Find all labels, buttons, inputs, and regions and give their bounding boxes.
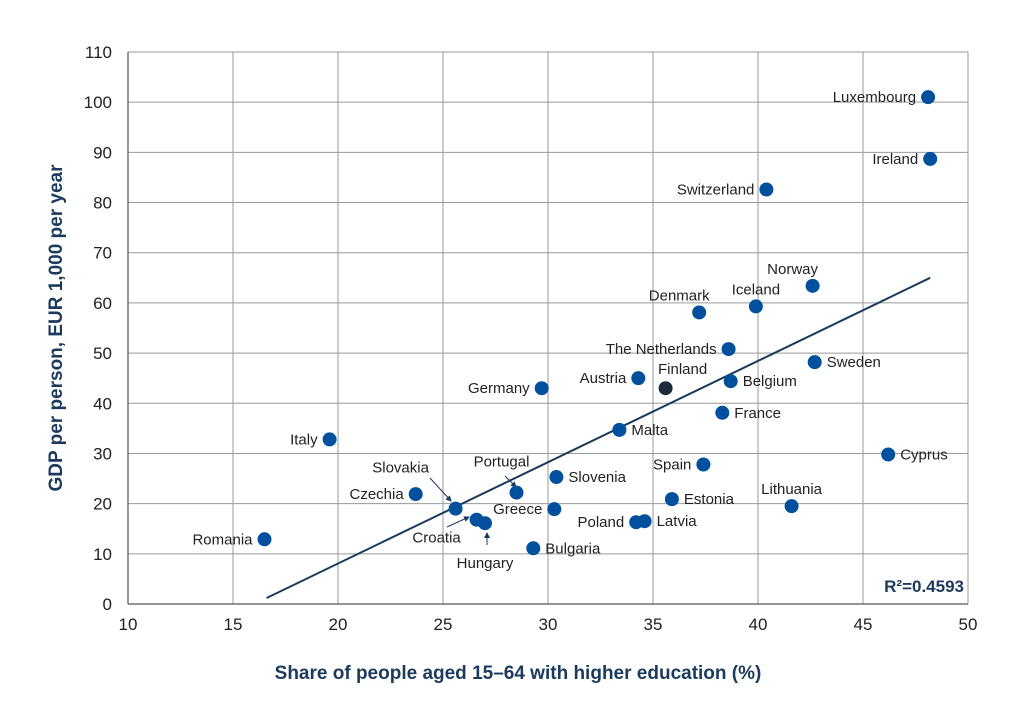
label-lithuania: Lithuania [761,481,823,498]
x-tick-label: 20 [329,615,348,634]
y-tick-label: 60 [93,294,112,313]
y-tick-label: 10 [93,545,112,564]
label-croatia: Croatia [412,530,461,547]
x-tick-label: 50 [959,615,978,634]
point-austria [631,371,646,386]
point-cyprus [881,447,896,462]
label-malta: Malta [631,422,668,439]
label-estonia: Estonia [684,491,735,508]
point-bulgaria [526,541,541,556]
point-romania [257,532,272,547]
label-bulgaria: Bulgaria [545,540,601,557]
x-tick-label: 30 [539,615,558,634]
x-axis-title: Share of people aged 15–64 with higher e… [275,663,762,684]
point-finland [658,381,673,396]
point-malta [612,422,627,437]
callout-arrows [429,475,517,545]
label-germany: Germany [468,380,530,397]
y-tick-label: 30 [93,444,112,463]
label-portugal: Portugal [474,454,530,471]
trendline [266,276,931,599]
point-iceland [748,299,763,314]
callout-arrow-croatia [446,516,470,528]
y-tick-label: 0 [103,595,112,614]
point-estonia [664,492,679,507]
y-tick-label: 110 [85,43,112,62]
x-tick-label: 15 [224,615,243,634]
y-tick-label: 100 [84,93,112,112]
y-tick-label: 80 [93,194,112,213]
point-hungary [478,516,492,531]
point-lithuania [784,499,799,514]
trendline-layer [266,276,931,599]
y-tick-label: 90 [93,143,112,162]
x-tick-label: 45 [854,615,873,634]
point-the-netherlands [721,342,736,357]
label-iceland: Iceland [732,281,780,298]
point-switzerland [759,182,774,197]
label-belgium: Belgium [743,373,797,390]
point-luxembourg [921,90,936,105]
point-denmark [692,305,707,320]
y-tick-label: 20 [93,495,112,514]
label-cyprus: Cyprus [900,446,948,463]
point-spain [696,457,711,472]
label-romania: Romania [192,531,253,548]
x-tick-label: 25 [434,615,453,634]
callout-arrow-portugal [504,475,517,488]
point-france [715,405,730,420]
label-hungary: Hungary [457,555,514,572]
x-tick-label: 40 [749,615,768,634]
label-greece: Greece [493,501,542,518]
point-belgium [723,374,738,389]
axis-ticks: 10 15 20 25 30 35 40 45 50 0 10 20 30 40 50 60 70 80 90 100… [84,43,978,634]
label-austria: Austria [580,370,627,387]
y-tick-label: 50 [93,344,112,363]
label-ireland: Ireland [872,151,918,168]
point-italy [322,432,337,447]
point-slovakia [448,501,463,516]
point-sweden [807,355,822,370]
label-sweden: Sweden [827,354,881,371]
point-ireland [923,151,938,166]
x-tick-label: 10 [119,615,138,634]
r2-annotation: R²=0.4593 [884,577,964,596]
point-czechia [408,487,423,502]
y-tick-label: 40 [93,394,112,413]
label-the-netherlands: The Netherlands [606,341,717,358]
grid [127,51,969,605]
point-portugal [509,485,524,500]
point-germany [534,381,549,396]
label-latvia: Latvia [657,513,698,530]
y-tick-label: 70 [93,244,112,263]
label-finland: Finland [658,361,707,378]
label-slovenia: Slovenia [568,469,626,486]
label-norway: Norway [767,261,818,278]
point-latvia [637,514,652,529]
data-points [257,90,938,556]
point-labels: Luxembourg Ireland Switzerland Norway Icelan… [192,89,947,572]
label-czechia: Czechia [349,486,404,503]
label-france: France [734,405,781,422]
label-luxembourg: Luxembourg [833,89,916,106]
label-italy: Italy [290,431,318,448]
label-denmark: Denmark [649,287,710,304]
point-greece [547,502,562,517]
point-norway [805,278,820,293]
callout-arrow-slovakia [429,477,452,502]
label-poland: Poland [577,514,624,531]
y-axis-title: GDP per person, EUR 1,000 per year [46,164,67,492]
label-spain: Spain [653,456,691,473]
point-slovenia [549,470,564,485]
x-tick-label: 35 [644,615,663,634]
label-switzerland: Switzerland [677,181,755,198]
label-slovakia: Slovakia [372,460,429,477]
